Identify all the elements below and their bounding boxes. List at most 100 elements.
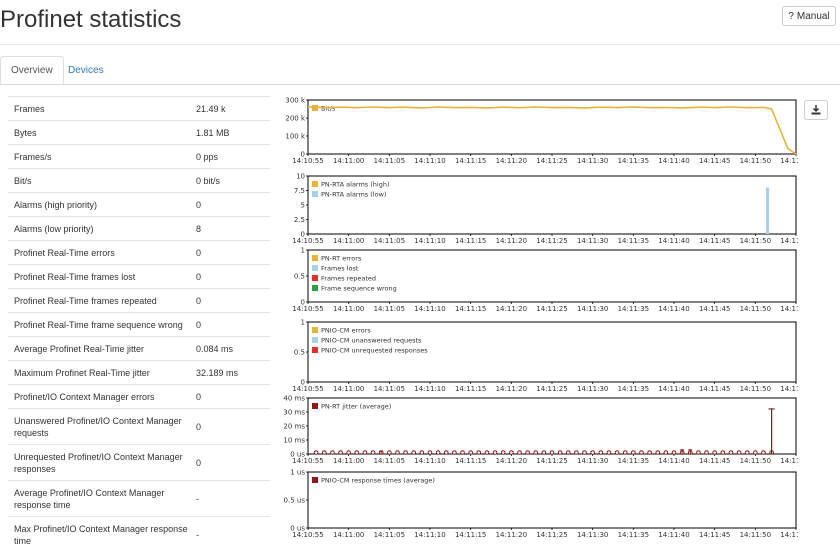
- x-tick-label: 14:11:15: [455, 237, 486, 245]
- stat-row: Bytes 1.81 MB: [8, 120, 270, 144]
- stat-label: Frames/s: [14, 151, 52, 162]
- stat-value: 0.084 ms: [196, 343, 234, 354]
- manual-button[interactable]: ? Manual: [782, 6, 836, 26]
- data-point: [557, 450, 563, 455]
- x-tick-label: 14:11:25: [536, 237, 567, 245]
- chart-frame: [307, 321, 797, 383]
- x-tick-label: 14:11:00: [333, 385, 364, 393]
- x-tick-label: 14:10:55: [292, 457, 323, 465]
- x-tick-label: 14:11:00: [333, 157, 364, 165]
- x-tick-label: 14:11:05: [374, 237, 405, 245]
- legend-swatch: [312, 477, 318, 483]
- data-point: [395, 450, 400, 455]
- data-point: [631, 450, 636, 455]
- stat-label: Bytes: [14, 127, 37, 138]
- data-point: [598, 450, 604, 455]
- stat-label: Profinet Real-Time frames lost: [14, 271, 136, 282]
- tab-overview[interactable]: Overview: [0, 56, 64, 84]
- x-tick-label: 14:11:40: [658, 531, 689, 539]
- data-point: [582, 450, 587, 455]
- x-tick-label: 14:11:25: [536, 457, 567, 465]
- legend-swatch: [312, 255, 318, 261]
- data-point: [370, 450, 376, 455]
- x-tick-label: 14:11:45: [699, 305, 730, 313]
- stat-row: Max Profinet/IO Context Manager response…: [8, 516, 270, 552]
- x-tick-label: 14:11:55: [780, 305, 798, 313]
- stat-label: Profinet Real-Time errors: [14, 247, 115, 258]
- stat-label: Frames: [14, 103, 45, 114]
- x-tick-label: 14:10:55: [292, 305, 323, 313]
- chart-panel: 300 k 200 k 100 k 014:10:55 14:11:00 14:11:05…: [285, 97, 798, 166]
- x-tick-label: 14:11:40: [658, 157, 689, 165]
- data-point: [411, 450, 417, 455]
- stat-row: Average Profinet Real-Time jitter 0.084 m…: [8, 336, 270, 360]
- data-point: [452, 450, 457, 455]
- x-tick-label: 14:11:55: [780, 457, 798, 465]
- y-tick-label: 7.5: [294, 187, 305, 195]
- help-icon: ?: [788, 10, 794, 22]
- data-point: [419, 450, 425, 455]
- title-divider: [0, 44, 840, 45]
- x-tick-label: 14:11:40: [658, 237, 689, 245]
- x-tick-label: 14:11:35: [618, 385, 649, 393]
- chart-frame: [307, 249, 797, 303]
- x-tick-label: 14:11:20: [496, 457, 527, 465]
- data-point: [492, 450, 498, 455]
- legend-swatch: [312, 337, 318, 343]
- x-tick-label: 14:11:10: [414, 157, 445, 165]
- x-tick-label: 14:11:15: [455, 457, 486, 465]
- x-tick-label: 14:11:05: [374, 305, 405, 313]
- data-point: [671, 450, 677, 455]
- stat-value: 32.189 ms: [196, 367, 239, 378]
- stat-row: Maximum Profinet Real-Time jitter 32.189 …: [8, 360, 270, 384]
- stat-label: Unanswered Profinet/IO Context Manager r…: [14, 415, 182, 438]
- legend-swatch: [312, 327, 318, 333]
- x-tick-label: 14:11:40: [658, 457, 689, 465]
- y-tick-label: 1: [301, 319, 305, 327]
- y-tick-label: 0 us: [290, 525, 305, 533]
- page-title: Profinet statistics: [0, 6, 182, 33]
- x-tick-label: 14:11:05: [374, 457, 405, 465]
- stat-value: 0: [196, 319, 202, 330]
- chart-panel: 1 0.5 014:10:55 14:11:00 14:11:05 14:11:10 14:…: [292, 319, 798, 394]
- y-tick-label: 10: [296, 173, 305, 181]
- stat-row: Bit/s 0 bit/s: [8, 168, 270, 192]
- x-tick-label: 14:11:55: [780, 237, 798, 245]
- legend-entry: PN-RT errors: [321, 255, 362, 263]
- data-point: [435, 450, 441, 455]
- x-tick-label: 14:11:20: [496, 531, 527, 539]
- data-point: [614, 450, 620, 455]
- x-tick-label: 14:11:10: [414, 237, 445, 245]
- x-tick-label: 14:11:15: [455, 385, 486, 393]
- x-tick-label: 14:11:50: [740, 457, 771, 465]
- y-tick-label: 1 us: [290, 469, 305, 477]
- stat-value: -: [196, 493, 199, 504]
- stat-row: Frames 21.49 k: [8, 96, 270, 120]
- tab-devices[interactable]: Devices: [68, 64, 104, 76]
- x-tick-label: 14:11:00: [333, 305, 364, 313]
- x-tick-label: 14:11:20: [496, 237, 527, 245]
- x-tick-label: 14:11:45: [699, 157, 730, 165]
- data-point: [354, 450, 360, 455]
- chart-frame: [307, 175, 797, 235]
- stat-label: Average Profinet/IO Context Manager resp…: [14, 487, 165, 510]
- data-point: [696, 450, 701, 455]
- download-button[interactable]: [804, 100, 828, 120]
- data-point: [761, 450, 766, 455]
- stat-value: 21.49 k: [196, 103, 226, 114]
- stat-value: 0 bit/s: [196, 175, 221, 186]
- stat-value: 0: [196, 271, 202, 282]
- data-point: [590, 450, 595, 455]
- x-tick-label: 14:11:55: [780, 157, 798, 165]
- data-point: [736, 450, 742, 455]
- bar: [766, 187, 770, 234]
- tab-underline: [0, 84, 840, 85]
- x-tick-label: 14:11:00: [333, 531, 364, 539]
- chart-frame: [307, 471, 797, 529]
- data-point: [533, 450, 539, 455]
- x-tick-label: 14:11:25: [536, 385, 567, 393]
- stat-value: -: [196, 529, 199, 540]
- data-point: [712, 450, 717, 455]
- y-tick-label: 2.5: [294, 216, 305, 224]
- legend-entry: Frames lost: [321, 265, 359, 273]
